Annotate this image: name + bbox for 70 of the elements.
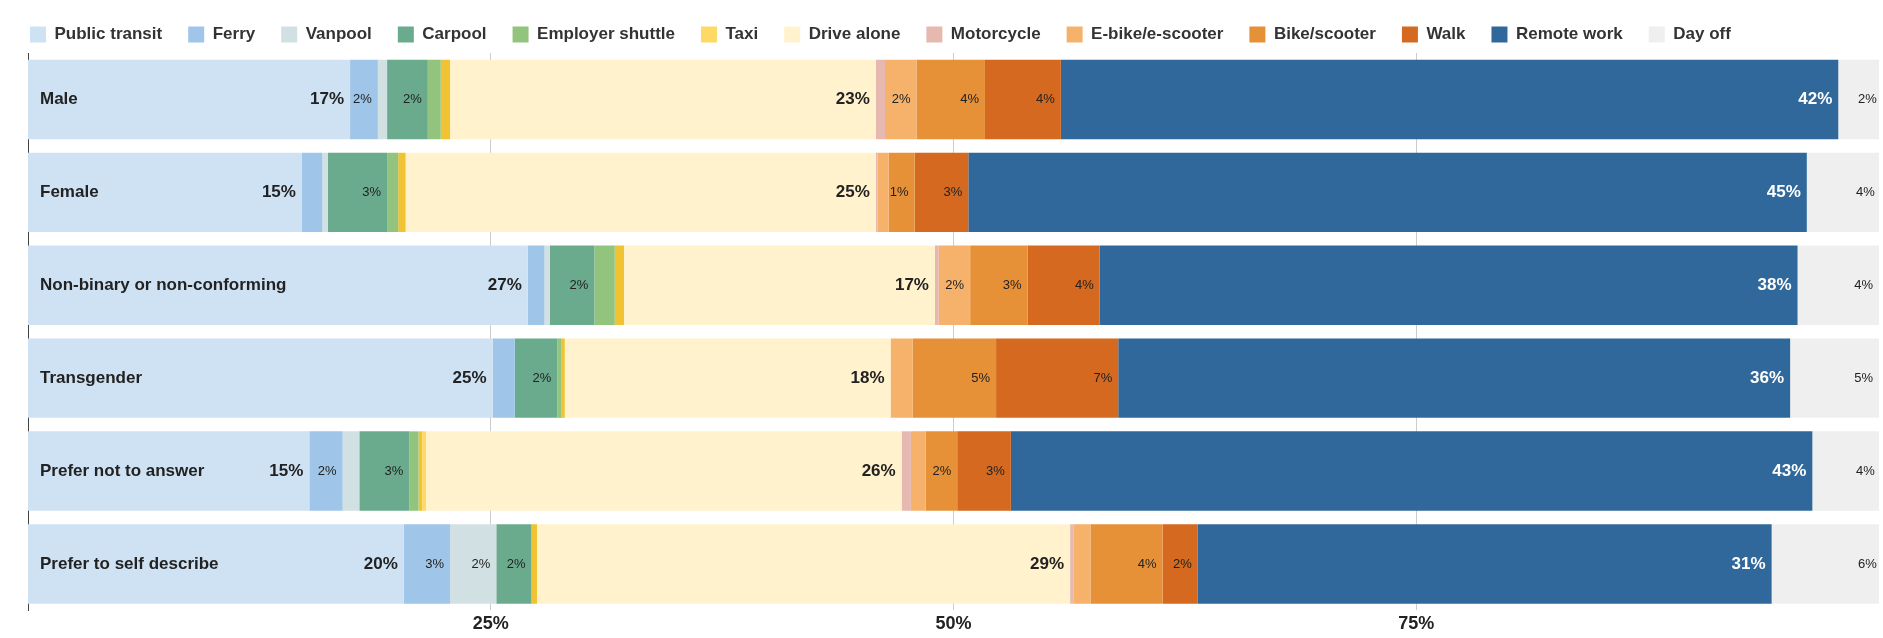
data-label: 17% — [894, 274, 929, 294]
data-label: 2% — [471, 555, 491, 571]
data-label: 36% — [1750, 367, 1785, 387]
legend-label: Ferry — [212, 24, 256, 44]
legend-label: Walk — [1426, 24, 1467, 44]
data-label: 2% — [353, 91, 373, 107]
data-label: 3% — [1002, 276, 1022, 292]
data-label: 15% — [261, 182, 296, 202]
data-label: 38% — [1757, 274, 1792, 294]
legend-label: Public transit — [54, 24, 163, 44]
x-tick-label: 75% — [1398, 613, 1435, 634]
legend-label: Remote work — [1515, 24, 1624, 44]
data-label: 43% — [1772, 460, 1807, 480]
y-tick-label: Prefer to self describe — [40, 553, 219, 573]
data-label: 31% — [1731, 553, 1766, 573]
data-label: 2% — [569, 276, 589, 292]
legend-label: Vanpool — [305, 24, 372, 44]
data-label: 2% — [932, 462, 952, 478]
x-tick-label: 25% — [472, 613, 509, 634]
legend-label: Drive alone — [808, 24, 901, 44]
legend-label: Day off — [1673, 24, 1732, 44]
data-label: 3% — [362, 183, 382, 199]
legend-label: Employer shuttle — [537, 24, 675, 44]
data-label: 29% — [1030, 553, 1065, 573]
y-tick-label: Non-binary or non-conforming — [40, 274, 287, 294]
legend-label: Taxi — [725, 24, 759, 44]
data-label: 3% — [425, 555, 445, 571]
data-label: 27% — [487, 274, 522, 294]
y-tick-label: Transgender — [40, 367, 143, 387]
data-label: 1% — [889, 183, 910, 199]
data-label: 2% — [506, 555, 526, 571]
data-label: 4% — [1036, 91, 1056, 107]
legend-label: E-bike/e-scooter — [1091, 24, 1224, 44]
legend-label: Carpool — [422, 24, 487, 44]
legend-label: Bike/scooter — [1273, 24, 1377, 44]
data-label: 18% — [850, 367, 885, 387]
data-label: 4% — [1856, 183, 1876, 199]
data-label: 4% — [1074, 276, 1095, 292]
data-label: 2% — [532, 369, 552, 385]
data-label: 25% — [835, 182, 870, 202]
data-label: 3% — [986, 462, 1006, 478]
data-label: 2% — [1857, 91, 1878, 107]
data-label: 45% — [1766, 182, 1801, 202]
x-tick-label: 50% — [935, 613, 972, 634]
y-tick-label: Prefer not to answer — [40, 460, 205, 480]
data-label: 4% — [1854, 276, 1874, 292]
y-tick-label: Male — [40, 89, 78, 109]
data-label: 25% — [452, 367, 487, 387]
legend-label: Motorcycle — [950, 24, 1041, 44]
data-label: 2% — [1173, 555, 1193, 571]
data-label: 15% — [269, 460, 304, 480]
data-label: 4% — [960, 91, 980, 107]
data-label: 20% — [363, 553, 398, 573]
data-label: 42% — [1798, 89, 1833, 109]
data-label: 4% — [1856, 462, 1876, 478]
data-label: 2% — [317, 462, 338, 478]
data-label: 3% — [384, 462, 404, 478]
data-label: 6% — [1857, 555, 1878, 571]
data-label: 2% — [403, 91, 423, 107]
y-tick-label: Female — [40, 182, 99, 202]
data-label: 7% — [1093, 369, 1113, 385]
data-label: 4% — [1137, 555, 1158, 571]
data-label: 23% — [835, 89, 870, 109]
data-label: 3% — [943, 183, 963, 199]
data-label: 2% — [945, 276, 965, 292]
data-label: 2% — [891, 91, 911, 107]
data-label: 26% — [861, 460, 896, 480]
data-label: 5% — [971, 369, 991, 385]
data-label: 17% — [310, 89, 345, 109]
data-label: 5% — [1854, 369, 1874, 385]
